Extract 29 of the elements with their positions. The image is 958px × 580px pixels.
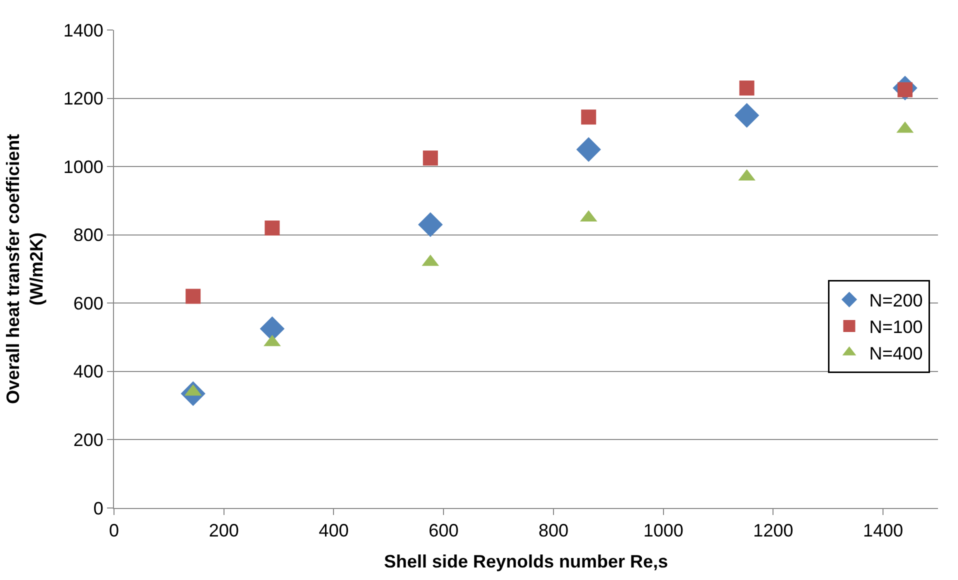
y-tick-label: 1200 (63, 88, 104, 109)
x-tick-label: 200 (208, 520, 239, 541)
y-tick-label: 0 (93, 498, 104, 518)
point (264, 220, 280, 236)
x-axis-title: Shell side Reynolds number Re,s (384, 552, 668, 572)
x-tick-label: 1400 (863, 520, 904, 541)
point (422, 150, 438, 166)
y-tick-label: 600 (73, 293, 104, 314)
point (581, 110, 596, 125)
y-tick-label: 200 (73, 430, 104, 450)
y-tick-label: 400 (73, 362, 104, 382)
x-tick-label: 400 (318, 520, 349, 541)
y-axis-title: Overall heat transfer coefficient (W/m2K) (3, 134, 47, 404)
legend-label: N=400 (869, 343, 923, 364)
point (734, 103, 760, 128)
point (739, 80, 754, 96)
legend-label: N=200 (869, 290, 923, 311)
x-tick-label: 1000 (643, 520, 684, 541)
legend-label: N=100 (869, 316, 923, 337)
x-tick-label: 800 (538, 520, 568, 541)
x-tick-label: 600 (428, 520, 459, 541)
x-tick-label: 1200 (753, 520, 794, 541)
y-tick-label: 1400 (63, 20, 104, 40)
point (186, 288, 201, 304)
x-tick-label: 0 (108, 520, 120, 541)
y-tick-label: 1000 (63, 156, 104, 177)
point (576, 137, 601, 162)
point (418, 212, 443, 237)
y-tick-label: 800 (73, 225, 104, 246)
